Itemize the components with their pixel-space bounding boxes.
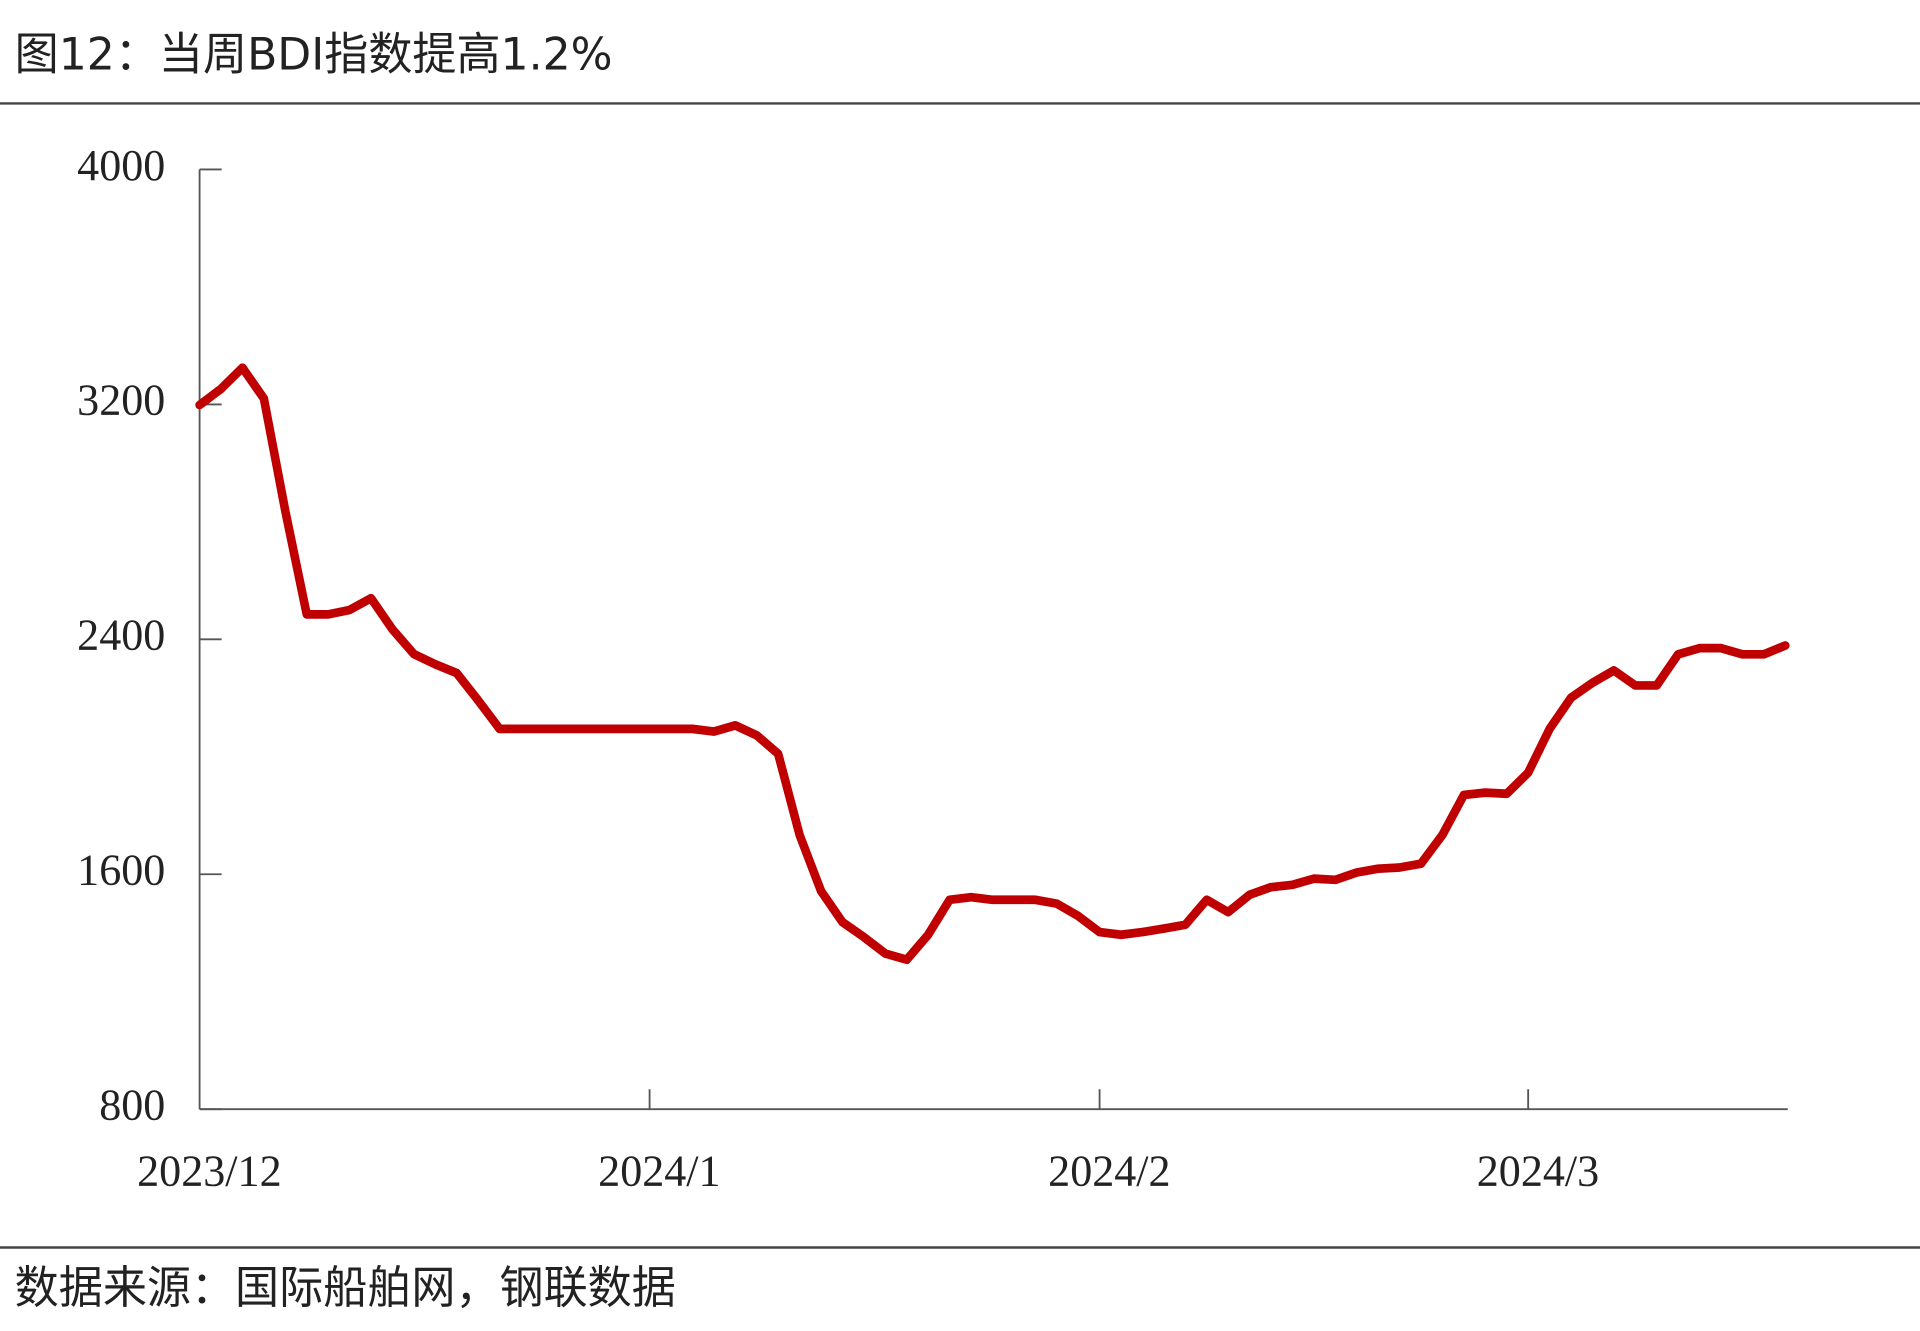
y-tick-label: 800 (99, 1079, 165, 1129)
source-note: 数据来源：国际船舶网，钢联数据 (15, 1263, 676, 1314)
y-tick-label: 3200 (77, 374, 165, 424)
x-tick-label: 2024/2 (1048, 1145, 1170, 1195)
y-tick-label: 2400 (77, 609, 165, 659)
x-tick-label: 2024/3 (1477, 1145, 1599, 1195)
line-series (195, 363, 1790, 965)
x-tick-label: 2023/12 (137, 1145, 281, 1195)
y-tick-label: 4000 (77, 139, 165, 189)
chart-title: 图12：当周BDI指数提高1.2% (15, 29, 613, 80)
y-tick-label: 1600 (77, 844, 165, 894)
x-tick-label: 2024/1 (598, 1145, 720, 1195)
